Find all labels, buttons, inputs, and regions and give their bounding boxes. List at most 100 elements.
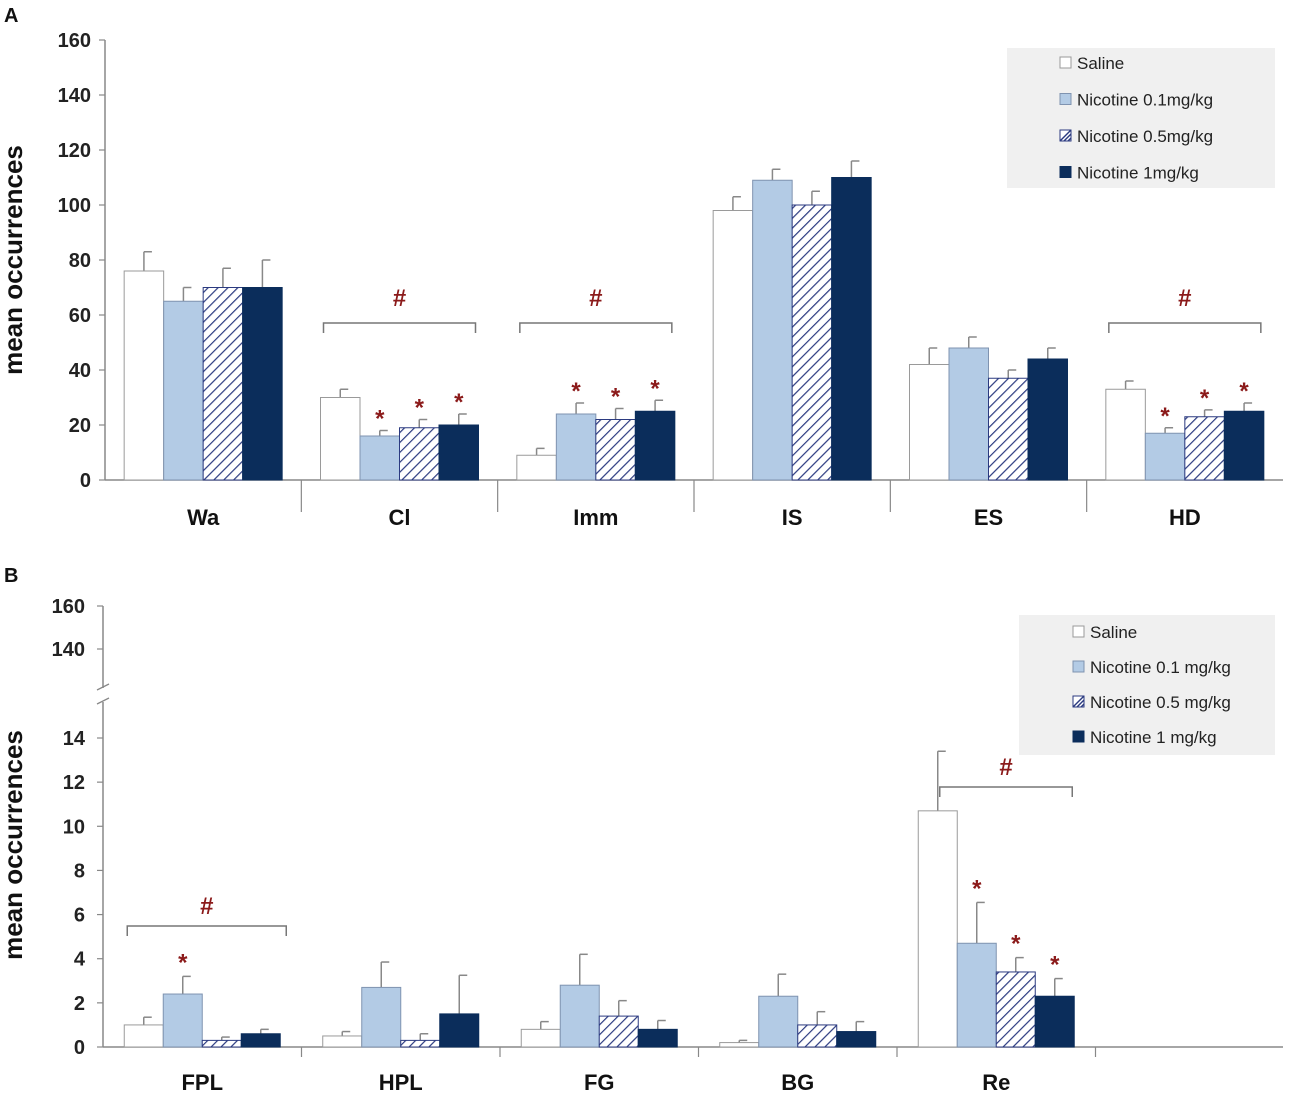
significance-star: * [650,375,660,402]
legend-item-label: Nicotine 0.5mg/kg [1077,127,1213,146]
legend-box [1007,48,1275,188]
significance-star: * [1011,931,1021,958]
bar-HPL-series-2 [400,1039,441,1048]
bar-HPL-series-0 [322,1035,363,1048]
legend-item-label: Nicotine 1mg/kg [1077,164,1199,183]
y-tick-label: 20 [69,415,91,437]
category-label: BG [781,1070,814,1095]
significance-bracket [939,786,1073,797]
y-tick-label: 14 [63,728,86,750]
bar-FPL-series-1 [162,993,203,1048]
bar-Re-series-3 [1034,995,1075,1048]
legend-item-label: Nicotine 0.1mg/kg [1077,91,1213,110]
legend-item-label: Saline [1090,623,1137,642]
y-axis-label: mean occurrences [0,145,28,375]
bar-ES-series-2 [988,377,1029,481]
axis-break-mark [96,683,110,691]
significance-bracket [1108,322,1262,333]
y-tick-label: 10 [63,816,85,838]
bar-Re-series-0 [917,810,958,1048]
legend-swatch-hatch [1063,133,1072,142]
significance-star: * [1050,952,1060,979]
category-label: Cl [389,505,411,530]
y-tick-label: 6 [74,905,85,927]
category-label: HD [1169,505,1201,530]
panel-label-b: B [4,565,18,587]
category-label: Wa [187,505,220,530]
y-tick-label: 80 [69,250,91,272]
significance-hash: # [393,285,406,312]
y-tick-label: 120 [58,140,91,162]
y-tick-label: 140 [52,639,85,661]
category-label: IS [782,505,803,530]
chart-panel-a: 0 20 40 60 80 100 120 140 160 mean occurrences Wa *… [0,30,1283,530]
legend-a: Saline Nicotine 0.1mg/kg Nicotine 0.5mg/kg… [1007,48,1275,188]
bar-HD-series-1 [1144,432,1186,481]
legend-item-label: Nicotine 0.1 mg/kg [1090,658,1231,677]
legend-item-label: Nicotine 0.5 mg/kg [1090,693,1231,712]
bar-Imm-series-0 [516,454,557,481]
significance-hash: # [999,754,1012,781]
panel-label-a: A [4,5,18,27]
bar-HPL-series-3 [439,1013,480,1048]
bar-HPL-series-1 [361,986,402,1048]
y-tick-label: 100 [58,195,91,217]
y-tick-label: 0 [74,1037,85,1059]
y-tick-label: 4 [74,949,86,971]
bar-BG-series-0 [719,1042,760,1048]
bar-Wa-series-1 [163,300,204,481]
bar-Cl-series-3 [438,424,479,481]
significance-hash: # [200,893,213,920]
significance-hash: # [589,285,602,312]
significance-star: * [972,875,982,902]
category-label: Imm [573,505,618,530]
y-tick-label: 12 [63,772,85,794]
bar-Imm-series-3 [634,410,676,481]
y-tick-label: 140 [58,85,91,107]
bar-IS-series-0 [712,210,754,481]
bar-HD-series-3 [1223,410,1265,481]
category-label: FPL [181,1070,223,1095]
bar-IS-series-2 [791,204,833,481]
bar-FG-series-3 [637,1028,678,1048]
legend-item-label: Nicotine 1 mg/kg [1090,728,1217,747]
y-tick-label: 160 [58,30,91,52]
significance-star: * [375,406,385,433]
bar-Wa-series-0 [123,270,165,481]
bar-Cl-series-2 [399,427,440,481]
legend-swatch-hatch [1059,129,1072,142]
legend-swatch-hatch [1072,695,1085,708]
y-tick-label: 60 [69,305,91,327]
bar-FPL-series-0 [123,1024,164,1048]
bar-FG-series-1 [559,984,600,1048]
legend-swatch [1072,660,1085,673]
significance-star: * [1200,385,1210,412]
bar-FG-series-0 [520,1028,561,1048]
bar-FG-series-2 [598,1015,639,1048]
bar-HD-series-0 [1105,388,1146,481]
significance-star: * [1160,403,1170,430]
significance-hash: # [1178,285,1191,312]
legend-swatch-hatch [1067,137,1072,142]
category-label: ES [974,505,1003,530]
bar-Imm-series-1 [555,413,597,481]
bar-Cl-series-1 [359,435,400,481]
bar-HD-series-2 [1184,416,1225,481]
bar-Re-series-1 [956,942,997,1048]
bar-Wa-series-3 [242,287,283,481]
bar-Imm-series-2 [595,419,636,481]
significance-star: * [415,395,425,422]
significance-star: * [1239,378,1249,405]
legend-swatch [1072,730,1085,743]
bar-ES-series-3 [1027,358,1068,481]
category-label: Re [982,1070,1010,1095]
y-axis-label: mean occurrences [0,730,28,960]
legend-swatch-hatch [1076,699,1085,708]
bar-IS-series-1 [752,179,793,481]
bar-FPL-series-2 [201,1039,242,1048]
significance-star: * [611,384,621,411]
bar-Wa-series-2 [202,287,244,481]
category-label: HPL [379,1070,423,1095]
legend-swatch [1072,625,1085,638]
y-tick-label: 0 [80,470,91,492]
